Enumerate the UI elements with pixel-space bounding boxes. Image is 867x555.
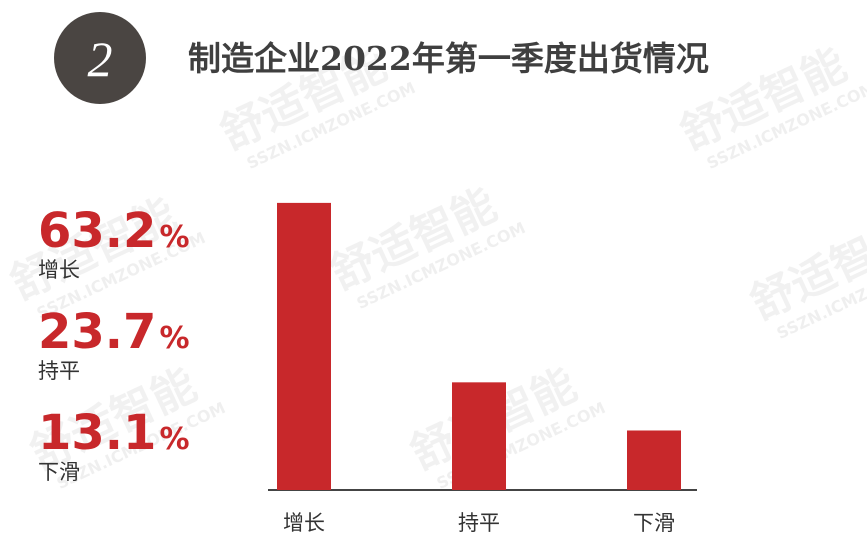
value-label: 63.2% [38,203,190,259]
bar [277,202,331,491]
category-label: 持平 [38,359,80,383]
value-label: 23.7% [38,304,190,360]
x-tick-label: 增长 [283,511,325,535]
category-label: 增长 [38,258,80,282]
bar [627,430,681,490]
badge-circle [54,12,146,104]
category-label: 下滑 [38,460,80,484]
x-tick-label: 持平 [458,511,500,535]
chart-title: 制造企业2022年第一季度出货情况 [188,39,709,78]
badge-number: 2 [88,31,113,87]
bar [452,382,506,490]
x-tick-label: 下滑 [633,511,675,535]
value-label: 13.1% [38,405,190,461]
